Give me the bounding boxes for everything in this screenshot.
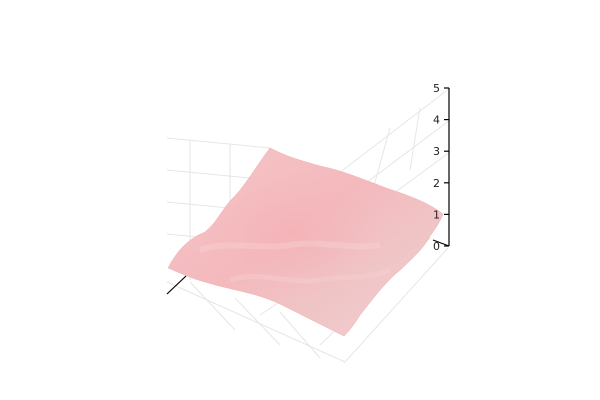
- surface: [167, 147, 444, 337]
- z-tick-label: 2: [433, 177, 440, 190]
- gridline: [279, 311, 321, 359]
- gridline: [166, 137, 271, 149]
- gridline: [189, 281, 236, 331]
- z-tick-label: 3: [433, 145, 440, 158]
- surface-ripple: [199, 240, 381, 253]
- gridline: [329, 87, 451, 181]
- surface-shading: [168, 148, 443, 336]
- x-axis-line: [166, 275, 187, 295]
- y-axis-line: [432, 239, 450, 247]
- z-tick-label: 1: [433, 208, 440, 221]
- z-tick-label: 5: [433, 82, 440, 95]
- surface-ripple: [229, 267, 391, 284]
- gridline: [344, 247, 449, 363]
- z-tick-label: 0: [433, 240, 440, 253]
- gridline: [166, 281, 346, 363]
- gridline: [409, 107, 421, 171]
- gridline: [234, 297, 281, 346]
- z-tick-label: 4: [433, 114, 440, 127]
- z-axis-ticks: 0 1 2 3 4 5: [433, 82, 449, 253]
- axes: [166, 88, 450, 295]
